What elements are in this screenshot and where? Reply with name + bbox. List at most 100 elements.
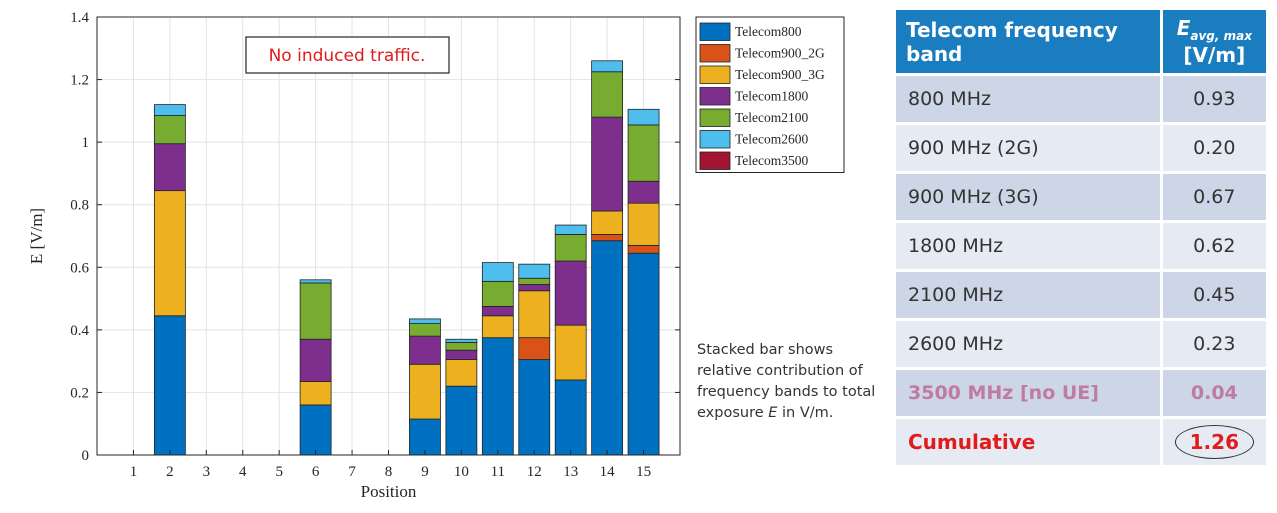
y-tick-label: 0.8: [70, 198, 89, 214]
band-cell: 2100 MHz: [896, 269, 1162, 320]
frequency-table: Telecom frequency band Eavg, max [V/m] 8…: [896, 10, 1266, 465]
x-tick-label: 10: [454, 464, 469, 480]
y-tick-label: 0.2: [70, 385, 89, 401]
x-tick-label: 4: [239, 464, 247, 480]
legend-swatch: [699, 87, 731, 106]
bar-segment: [591, 210, 624, 235]
table-body: 800 MHz 0.93 900 MHz (2G) 0.20 900 MHz (3G) 0…: [896, 73, 1266, 465]
bar-segment: [591, 240, 624, 456]
header-value-unit: [V/m]: [1183, 43, 1246, 67]
annotation-text: No induced traffic.: [269, 46, 426, 66]
bar-segment: [554, 324, 587, 381]
x-tick-label: 2: [166, 464, 174, 480]
header-value: Eavg, max [V/m]: [1161, 10, 1266, 75]
y-axis-label: E [V/m]: [27, 208, 46, 264]
value-cell: 0.20: [1159, 122, 1266, 173]
y-tick-label: 1.4: [70, 10, 89, 26]
header-band: Telecom frequency band: [896, 10, 1163, 75]
legend-swatch: [699, 44, 731, 63]
y-tick-label: 0.6: [70, 260, 89, 276]
bar-segment: [409, 335, 441, 365]
bar-segment: [554, 224, 587, 235]
value-cell: 0.45: [1159, 269, 1266, 320]
legend-label: Telecom900_3G: [735, 67, 825, 82]
bar-segment: [591, 60, 624, 73]
bar-segment: [153, 115, 186, 145]
bar-segment: [627, 202, 660, 246]
value-cell: 0.62: [1159, 220, 1266, 271]
table-row: 2100 MHz 0.45: [896, 269, 1266, 320]
bar-segment: [299, 279, 332, 284]
bar-segment: [627, 252, 660, 456]
caption-text-end: in V/m.: [777, 405, 834, 421]
bar-segment: [153, 143, 186, 192]
header-value-symbol: E: [1176, 16, 1191, 40]
bar-segment: [591, 71, 624, 118]
bar-segment: [518, 277, 551, 285]
bar-segment: [409, 318, 441, 324]
y-tick-label: 1: [82, 135, 90, 151]
table-row: 1800 MHz 0.62: [896, 220, 1266, 271]
total-value-cell: 1.26: [1159, 416, 1266, 465]
value-cell: 0.04: [1159, 367, 1266, 418]
bar-segment: [153, 315, 186, 456]
total-value: 1.26: [1174, 425, 1254, 459]
x-tick-label: 8: [385, 464, 393, 480]
y-tick-label: 1.2: [70, 73, 89, 89]
bar-segment: [445, 338, 478, 343]
bar-segment: [409, 323, 441, 337]
stacked-bar-chart: 00.20.40.60.811.21.41 2 3 4 5 6 7 8 9 10 11 12 13 14 1…: [27, 10, 845, 501]
band-cell: 900 MHz (2G): [896, 122, 1162, 173]
bar-segment: [591, 116, 624, 212]
bar-segment: [518, 290, 551, 339]
y-tick-label: 0.4: [70, 323, 89, 339]
caption-emphasis: E: [768, 405, 778, 421]
bar-segment: [627, 244, 660, 254]
x-tick-label: 15: [636, 464, 651, 480]
total-row: Cumulative 1.26: [896, 416, 1266, 465]
bar-segment: [518, 359, 551, 456]
legend-swatch: [699, 108, 731, 127]
chart-caption: Stacked bar shows relative contribution …: [697, 340, 882, 424]
legend-swatch: [699, 65, 731, 84]
value-cell: 0.23: [1159, 318, 1266, 369]
legend-label: Telecom2100: [735, 110, 809, 125]
bar-segment: [627, 108, 660, 126]
legend-swatch: [699, 151, 731, 170]
bar-segment: [299, 381, 332, 406]
bar-segment: [445, 349, 478, 360]
x-axis-label: Position: [361, 482, 417, 501]
bar-segment: [153, 104, 186, 116]
bar-segment: [481, 337, 514, 456]
bar-segment: [554, 379, 587, 456]
x-tick-label: 14: [600, 464, 616, 480]
legend-label: Telecom3500: [735, 153, 809, 168]
bar-segment: [481, 315, 514, 339]
bar-segment: [518, 284, 551, 292]
bar-segment: [481, 280, 514, 307]
bar-segment: [409, 418, 441, 456]
bar-segment: [445, 385, 478, 456]
exposure-chart: 0 0.2 0.4 0.6 0.8 1 1.2 1.4 1 2 3 4 5 6 7 8 9 10 11 12 13 14 1…: [27, 10, 882, 501]
bar-segment: [591, 234, 624, 242]
table-header-row: Telecom frequency band Eavg, max [V/m]: [896, 10, 1266, 75]
value-cell: 0.67: [1159, 171, 1266, 222]
bar-segment: [481, 305, 514, 317]
legend-swatch: [699, 130, 731, 149]
x-tick-label: 6: [312, 464, 320, 480]
bar-segment: [518, 337, 551, 360]
bar-segment: [554, 234, 587, 262]
band-cell: 800 MHz: [896, 73, 1162, 124]
caption-text: Stacked bar shows relative contribution …: [697, 342, 876, 421]
band-cell: 1800 MHz: [896, 220, 1162, 271]
x-tick-label: 13: [563, 464, 578, 480]
x-tick-label: 11: [491, 464, 505, 480]
legend-label: Telecom1800: [735, 89, 809, 104]
table-row: 2600 MHz 0.23: [896, 318, 1266, 369]
bar-segment: [627, 180, 660, 204]
band-cell: 900 MHz (3G): [896, 171, 1162, 222]
bar-segment: [518, 263, 551, 279]
legend-label: Telecom900_2G: [735, 46, 825, 61]
legend-label: Telecom2600: [735, 132, 809, 147]
bar-segment: [153, 190, 186, 317]
